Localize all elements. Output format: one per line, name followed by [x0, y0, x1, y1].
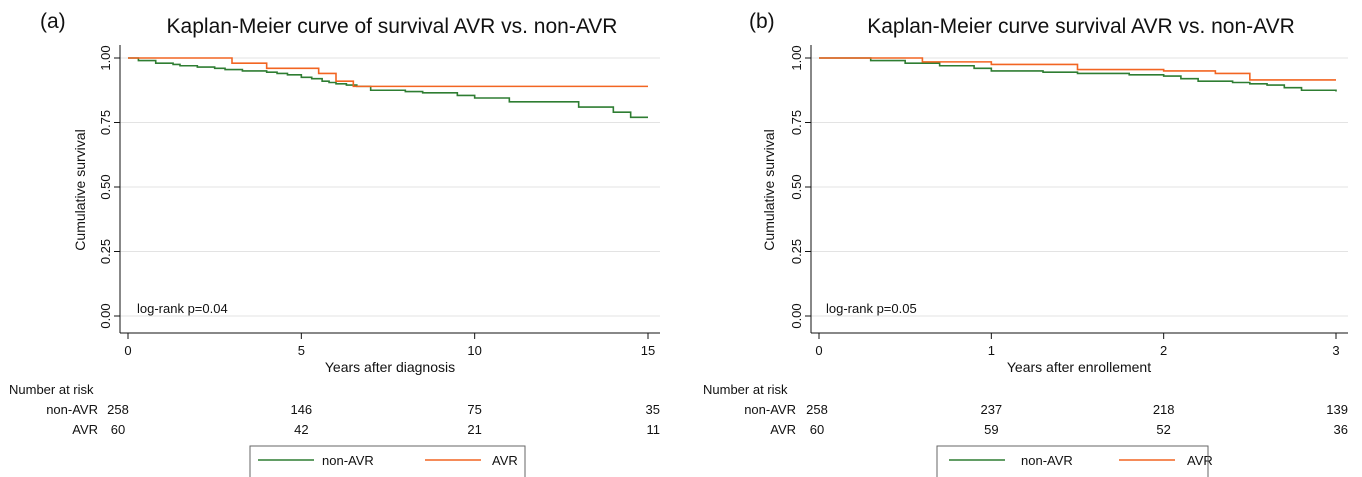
risk-value-b-0-3: 139 [1326, 402, 1348, 417]
series-line-a-0 [128, 57, 648, 119]
risk-value-a-0-1: 146 [290, 402, 312, 417]
chart-title-a: Kaplan-Meier curve of survival AVR vs. n… [167, 15, 618, 38]
risk-value-b-0-1: 237 [980, 402, 1002, 417]
x-tick-label-a-3: 15 [641, 343, 655, 358]
y-axis-label-b: Cumulative survival [761, 129, 777, 250]
risk-value-b-0-0: 258 [806, 402, 828, 417]
y-tick-label-b-3: 0.75 [789, 110, 804, 135]
y-tick-label-a-0: 0.00 [98, 303, 113, 328]
y-tick-label-b-2: 0.50 [789, 174, 804, 199]
risk-value-a-1-0: 60 [111, 422, 125, 437]
x-axis-label-a: Years after diagnosis [325, 359, 455, 375]
x-tick-label-a-2: 10 [467, 343, 481, 358]
legend-box-a [249, 445, 526, 477]
x-axis-label-b: Years after enrollement [1007, 359, 1151, 375]
risk-value-b-1-3: 36 [1334, 422, 1348, 437]
chart-panel-a: (a) Kaplan-Meier curve of survival AVR v… [9, 10, 661, 477]
risk-row-name-b-0: non-AVR [744, 402, 796, 417]
series-line-a-1 [128, 57, 648, 88]
risk-value-a-1-2: 21 [467, 422, 481, 437]
risk-value-a-0-2: 75 [467, 402, 481, 417]
annotation-a: log-rank p=0.04 [137, 301, 228, 316]
legend-label-a-1: AVR [492, 453, 518, 468]
y-tick-label-a-1: 0.25 [98, 239, 113, 264]
legend-label-a-0: non-AVR [322, 453, 374, 468]
risk-title-b: Number at risk [703, 382, 788, 397]
x-tick-label-a-0: 0 [124, 343, 131, 358]
legend-box-b [936, 445, 1209, 477]
y-tick-label-a-3: 0.75 [98, 110, 113, 135]
risk-value-a-1-1: 42 [294, 422, 308, 437]
chart-panel-b: (b) Kaplan-Meier curve survival AVR vs. … [681, 0, 1362, 477]
series-line-b-1 [819, 57, 1336, 81]
chart-a-svg: (a) Kaplan-Meier curve of survival AVR v… [9, 10, 661, 477]
risk-value-b-1-2: 52 [1156, 422, 1170, 437]
x-tick-label-a-1: 5 [298, 343, 305, 358]
chart-b-svg: (b) Kaplan-Meier curve survival AVR vs. … [703, 10, 1348, 477]
annotation-b: log-rank p=0.05 [826, 301, 917, 316]
risk-value-a-0-0: 258 [107, 402, 129, 417]
panel-label-a: (a) [40, 10, 66, 33]
risk-value-a-0-3: 35 [646, 402, 660, 417]
x-tick-label-b-2: 2 [1160, 343, 1167, 358]
series-line-b-0 [819, 57, 1337, 92]
risk-row-name-a-1: AVR [72, 422, 98, 437]
x-tick-label-b-0: 0 [815, 343, 822, 358]
y-tick-label-a-2: 0.50 [98, 174, 113, 199]
y-tick-label-b-1: 0.25 [789, 239, 804, 264]
x-tick-label-b-1: 1 [988, 343, 995, 358]
risk-value-b-1-0: 60 [810, 422, 824, 437]
y-tick-label-b-4: 1.00 [789, 45, 804, 70]
x-tick-label-b-3: 3 [1332, 343, 1339, 358]
y-axis-label-a: Cumulative survival [72, 129, 88, 250]
legend-label-b-1: AVR [1187, 453, 1213, 468]
chart-title-b: Kaplan-Meier curve survival AVR vs. non-… [867, 15, 1295, 38]
risk-row-name-a-0: non-AVR [46, 402, 98, 417]
y-tick-label-a-4: 1.00 [98, 45, 113, 70]
risk-value-b-1-1: 59 [984, 422, 998, 437]
risk-value-b-0-2: 218 [1153, 402, 1175, 417]
risk-row-name-b-1: AVR [770, 422, 796, 437]
y-tick-label-b-0: 0.00 [789, 303, 804, 328]
panel-label-b: (b) [749, 10, 775, 33]
risk-title-a: Number at risk [9, 382, 94, 397]
risk-value-a-1-3: 11 [647, 422, 661, 437]
legend-label-b-0: non-AVR [1021, 453, 1073, 468]
